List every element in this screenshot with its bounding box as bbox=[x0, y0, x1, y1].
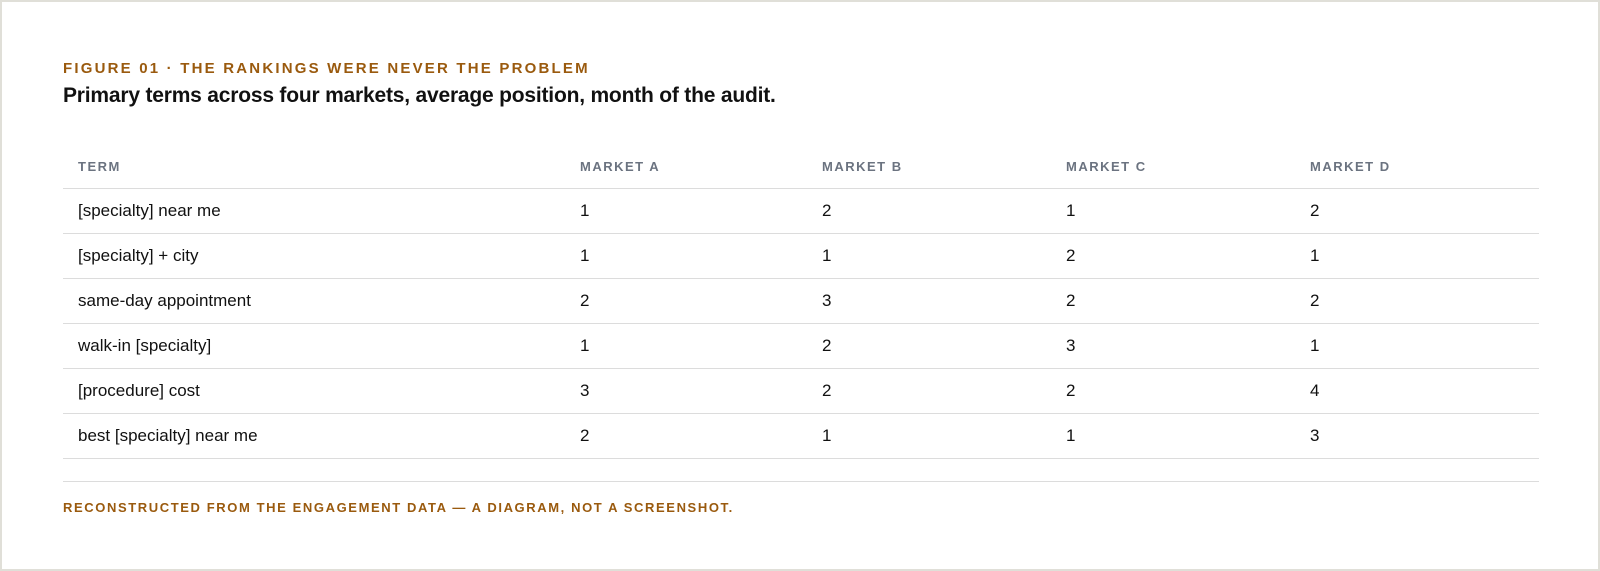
market-a-cell: 1 bbox=[565, 188, 807, 234]
footnote-divider bbox=[63, 481, 1539, 482]
figure-eyebrow: FIGURE 01 · THE RANKINGS WERE NEVER THE … bbox=[63, 60, 590, 77]
market-b-cell: 1 bbox=[807, 413, 1051, 459]
figure-headline: Primary terms across four markets, avera… bbox=[63, 84, 776, 107]
figure-footnote: RECONSTRUCTED FROM THE ENGAGEMENT DATA —… bbox=[63, 500, 734, 515]
market-b-cell: 1 bbox=[807, 233, 1051, 279]
column-header-term: TERM bbox=[63, 145, 565, 189]
table-row: [specialty] + city 1 1 2 1 bbox=[63, 233, 1539, 279]
market-c-cell: 2 bbox=[1051, 233, 1295, 279]
market-b-cell: 3 bbox=[807, 278, 1051, 324]
term-cell: best [specialty] near me bbox=[63, 413, 565, 459]
column-header-market-d: MARKET D bbox=[1295, 145, 1539, 189]
market-d-cell: 1 bbox=[1295, 323, 1539, 369]
market-d-cell: 2 bbox=[1295, 188, 1539, 234]
market-a-cell: 2 bbox=[565, 278, 807, 324]
market-c-cell: 3 bbox=[1051, 323, 1295, 369]
market-b-cell: 2 bbox=[807, 323, 1051, 369]
term-cell: [specialty] + city bbox=[63, 233, 565, 279]
column-header-market-c: MARKET C bbox=[1051, 145, 1295, 189]
market-a-cell: 1 bbox=[565, 233, 807, 279]
column-header-market-b: MARKET B bbox=[807, 145, 1051, 189]
table-row: same-day appointment 2 3 2 2 bbox=[63, 278, 1539, 324]
market-d-cell: 4 bbox=[1295, 368, 1539, 414]
term-cell: walk-in [specialty] bbox=[63, 323, 565, 369]
term-cell: [specialty] near me bbox=[63, 188, 565, 234]
market-c-cell: 2 bbox=[1051, 368, 1295, 414]
market-a-cell: 2 bbox=[565, 413, 807, 459]
market-a-cell: 3 bbox=[565, 368, 807, 414]
market-d-cell: 2 bbox=[1295, 278, 1539, 324]
market-c-cell: 1 bbox=[1051, 413, 1295, 459]
term-cell: [procedure] cost bbox=[63, 368, 565, 414]
table-row: [specialty] near me 1 2 1 2 bbox=[63, 188, 1539, 234]
rankings-table: TERM MARKET A MARKET B MARKET C MARKET D… bbox=[63, 145, 1539, 459]
market-c-cell: 1 bbox=[1051, 188, 1295, 234]
market-c-cell: 2 bbox=[1051, 278, 1295, 324]
table-row: [procedure] cost 3 2 2 4 bbox=[63, 368, 1539, 414]
market-d-cell: 3 bbox=[1295, 413, 1539, 459]
market-b-cell: 2 bbox=[807, 188, 1051, 234]
table-row: best [specialty] near me 2 1 1 3 bbox=[63, 413, 1539, 459]
column-header-market-a: MARKET A bbox=[565, 145, 807, 189]
market-d-cell: 1 bbox=[1295, 233, 1539, 279]
market-b-cell: 2 bbox=[807, 368, 1051, 414]
table-header-row: TERM MARKET A MARKET B MARKET C MARKET D bbox=[63, 145, 1539, 189]
table-row: walk-in [specialty] 1 2 3 1 bbox=[63, 323, 1539, 369]
market-a-cell: 1 bbox=[565, 323, 807, 369]
term-cell: same-day appointment bbox=[63, 278, 565, 324]
